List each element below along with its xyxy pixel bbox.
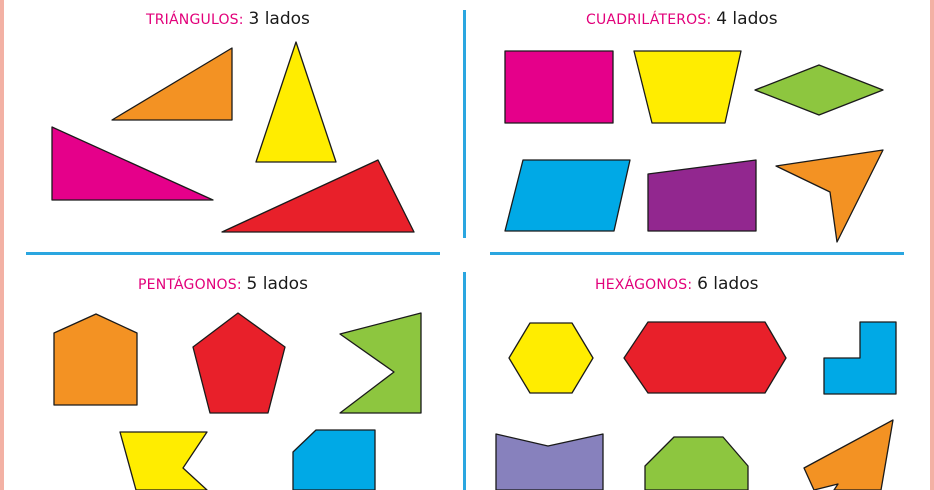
pentagons-keyword: PENTÁGONOS: [138, 277, 237, 293]
red-elongated-hexagon: [623, 321, 787, 394]
pentagons-separator: :: [236, 277, 242, 293]
cyan-parallelogram: [504, 159, 631, 232]
quadrilaterals-keyword: CUADRILÁTEROS: [586, 12, 707, 28]
red-triangle: [221, 159, 415, 233]
bottom-vertical-divider: [463, 272, 466, 490]
hexagons-sides-text: 6 lados: [697, 274, 759, 294]
orange-house-pentagon: [53, 313, 138, 406]
lavender-concave-hexagon: [495, 433, 604, 490]
green-hexagon: [644, 436, 749, 490]
left-horizontal-divider: [26, 252, 440, 255]
orange-concave-quadrilateral: [775, 149, 884, 243]
yellow-triangle: [255, 41, 337, 163]
magenta-rectangle: [504, 50, 614, 124]
cyan-pentagon: [292, 429, 376, 490]
cyan-l-hexagon: [823, 321, 897, 395]
orange-concave-hexagon: [803, 419, 894, 490]
right-border: [930, 0, 934, 490]
pentagons-heading: PENTÁGONOS: 5 lados: [138, 274, 308, 294]
triangles-sides-text: 3 lados: [248, 9, 310, 29]
yellow-concave-pentagon: [119, 431, 208, 490]
quadrilaterals-separator: :: [706, 12, 712, 28]
hexagons-heading: HEXÁGONOS: 6 lados: [595, 274, 758, 294]
triangles-keyword: TRIÁNGULOS: [146, 12, 239, 28]
left-border: [0, 0, 4, 490]
right-horizontal-divider: [490, 252, 904, 255]
green-rhombus: [754, 64, 884, 116]
magenta-triangle: [51, 126, 214, 201]
red-regular-pentagon: [192, 312, 286, 414]
quadrilaterals-sides-text: 4 lados: [716, 9, 778, 29]
yellow-trapezoid: [633, 50, 742, 124]
green-concave-pentagon: [339, 312, 422, 414]
hexagons-separator: :: [687, 277, 693, 293]
triangles-heading: TRIÁNGULOS: 3 lados: [146, 9, 310, 29]
hexagons-keyword: HEXÁGONOS: [595, 277, 688, 293]
orange-triangle: [111, 47, 233, 121]
purple-quadrilateral: [647, 159, 757, 232]
yellow-regular-hexagon: [508, 322, 594, 394]
top-vertical-divider: [463, 10, 466, 238]
pentagons-sides-text: 5 lados: [246, 274, 308, 294]
quadrilaterals-heading: CUADRILÁTEROS: 4 lados: [586, 9, 778, 29]
triangles-separator: :: [238, 12, 244, 28]
